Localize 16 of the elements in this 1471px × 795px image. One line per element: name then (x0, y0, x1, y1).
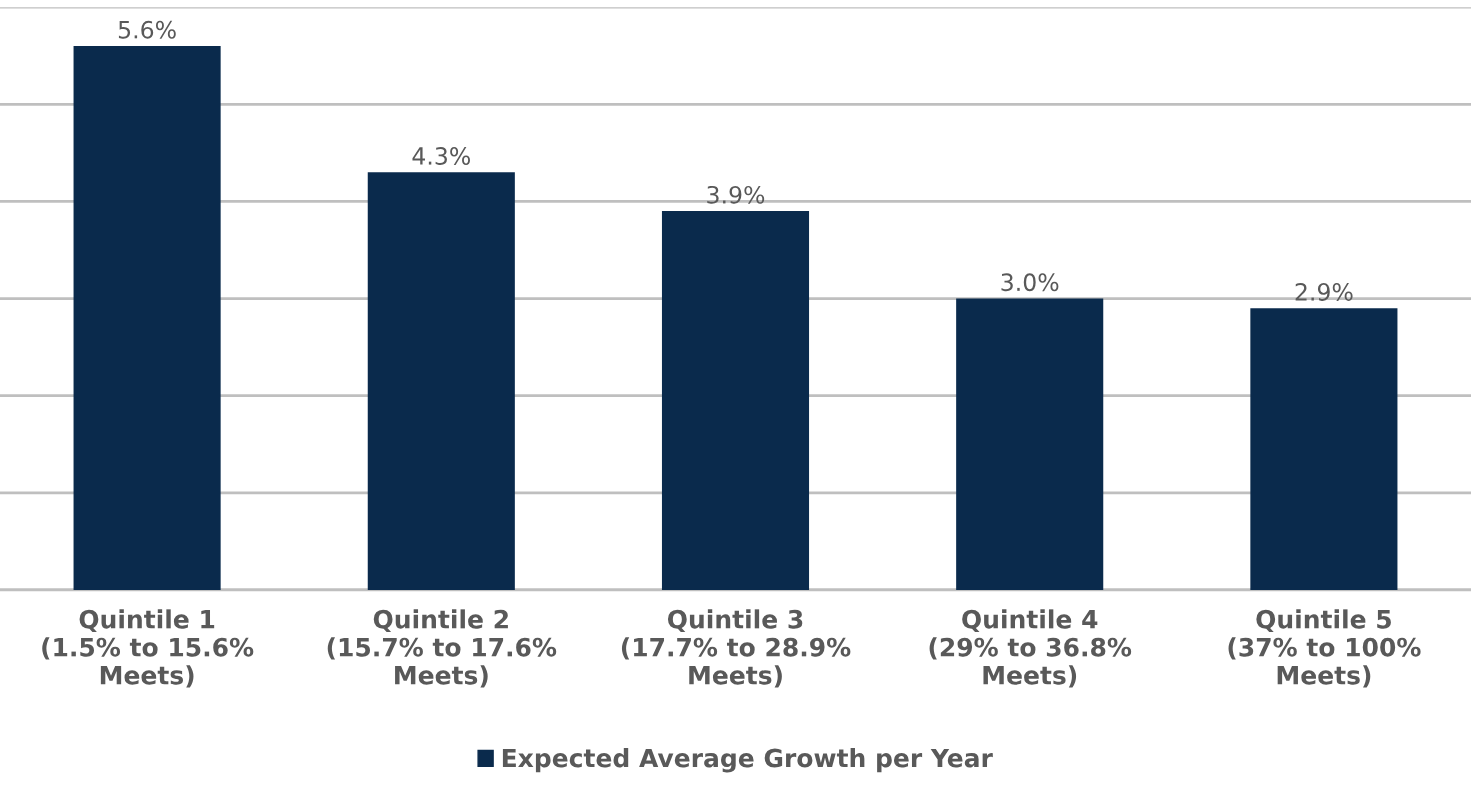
legend-label: Expected Average Growth per Year (502, 748, 993, 773)
x-tick-label: Quintile 2 (15.7% to 17.6% Meets) (327, 609, 557, 688)
x-tick-label: Quintile 3 (17.7% to 28.9% Meets) (621, 609, 851, 688)
bar (956, 298, 1104, 590)
bar (73, 46, 221, 590)
bar (367, 172, 515, 590)
x-tick-label: Quintile 5 (37% to 100% Meets) (1228, 609, 1421, 688)
x-tick-label: Quintile 1 (1.5% to 15.6% Meets) (42, 609, 254, 688)
data-label: 5.6% (118, 20, 176, 39)
bar (661, 211, 810, 590)
data-label: 3.9% (707, 185, 765, 204)
data-label: 4.3% (412, 147, 470, 165)
data-label: 2.9% (1295, 283, 1353, 301)
x-tick-label: Quintile 4 (29% to 36.8% Meets) (929, 609, 1132, 688)
bar (1250, 308, 1398, 590)
data-label: 3.0% (1001, 273, 1059, 292)
